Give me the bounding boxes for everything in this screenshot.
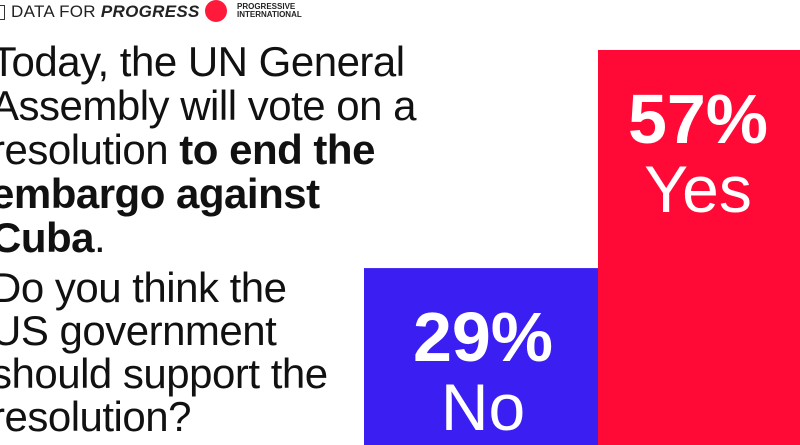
red-dot-icon: [205, 0, 227, 22]
data-for-progress-logo: DATA FOR PROGRESS: [0, 2, 200, 22]
value-label-yes: 57%: [628, 80, 768, 158]
header: DATA FOR PROGRESS PROGRESSIVE INTERNATION…: [0, 0, 302, 24]
bar-yes: [598, 49, 800, 445]
bar-no: [364, 268, 598, 445]
category-label-yes: Yes: [644, 152, 752, 226]
value-label-no: 29%: [413, 298, 553, 376]
intro-statement: Today, the UN General Assembly will vote…: [0, 38, 417, 261]
logo-box-icon: [0, 4, 5, 20]
category-label-no: No: [441, 370, 525, 444]
poll-question: Do you think the US government should su…: [0, 264, 328, 440]
progressive-international-logo: PROGRESSIVE INTERNATIONAL: [205, 0, 302, 22]
